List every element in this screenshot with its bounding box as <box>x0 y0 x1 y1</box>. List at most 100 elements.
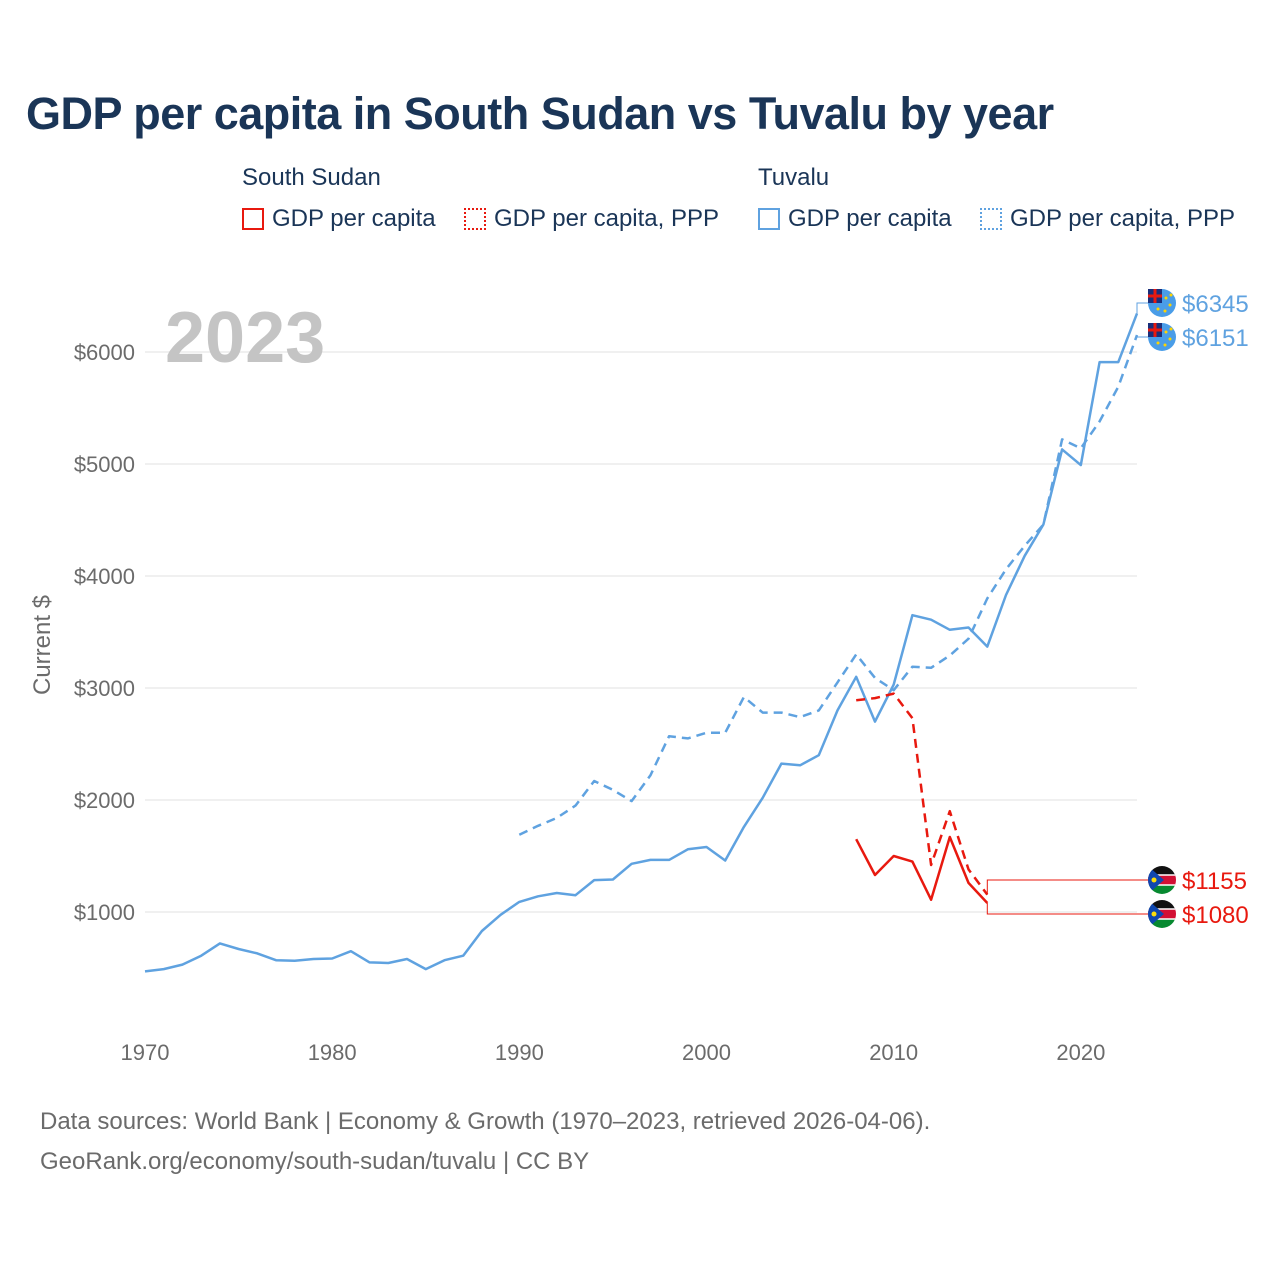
legend-swatch-dotted-blue <box>980 208 1002 230</box>
end-value-label: $1155 <box>1182 868 1247 895</box>
end-value-label: $1080 <box>1182 902 1249 929</box>
data-point <box>1115 359 1122 366</box>
data-point <box>1096 359 1103 366</box>
data-point <box>666 856 673 863</box>
data-point <box>478 928 485 935</box>
data-point <box>834 707 841 714</box>
data-point <box>628 860 635 867</box>
data-point <box>404 956 411 963</box>
data-point <box>965 866 972 873</box>
data-point <box>310 956 317 963</box>
data-point <box>740 693 747 700</box>
legend-tuvalu-gdp-ppp[interactable]: GDP per capita, PPP <box>980 205 1235 233</box>
series-line-tuvalu-solid <box>144 312 1139 973</box>
flag-star <box>1169 293 1173 297</box>
data-point <box>778 709 785 716</box>
data-point <box>946 833 953 840</box>
flag-star <box>1151 911 1157 917</box>
data-point <box>797 762 804 769</box>
data-point <box>871 872 878 879</box>
legend-south-sudan-gdp[interactable]: GDP per capita <box>242 205 436 233</box>
y-tick-label: $4000 <box>74 564 135 589</box>
data-point <box>460 952 467 959</box>
data-point <box>1021 552 1028 559</box>
leader-line <box>1136 302 1148 314</box>
data-point <box>273 957 280 964</box>
data-point <box>928 616 935 623</box>
south-sudan-flag-icon <box>1148 900 1176 928</box>
legend-south-sudan-gdp-ppp[interactable]: GDP per capita, PPP <box>464 205 719 233</box>
data-point <box>778 760 785 767</box>
footer-sources: Data sources: World Bank | Economy & Gro… <box>40 1108 931 1135</box>
south-sudan-flag-icon <box>1148 866 1176 894</box>
series-line-south-sudan-dashed <box>856 692 989 896</box>
flag-star <box>1169 327 1173 331</box>
data-point <box>928 896 935 903</box>
data-point <box>572 802 579 809</box>
data-point <box>291 957 298 964</box>
data-point <box>909 612 916 619</box>
flag-stripe-black <box>1148 900 1176 909</box>
chart-title: GDP per capita in South Sudan vs Tuvalu … <box>26 88 1054 139</box>
leader-line <box>986 879 1148 895</box>
data-point <box>385 959 392 966</box>
data-point <box>909 663 916 670</box>
data-point <box>1077 462 1084 469</box>
data-point <box>553 889 560 896</box>
flag-stripes <box>1148 866 1176 894</box>
data-point <box>965 624 972 631</box>
flag-star <box>1164 296 1168 300</box>
data-point <box>759 794 766 801</box>
data-point <box>1077 445 1084 452</box>
data-point <box>1059 436 1066 443</box>
data-point <box>984 643 991 650</box>
data-point <box>497 911 504 918</box>
y-tick-label: $3000 <box>74 676 135 701</box>
leader-line <box>986 903 1148 915</box>
data-point <box>1115 383 1122 390</box>
data-point <box>179 961 186 968</box>
data-point <box>422 966 429 973</box>
tuvalu-flag-icon <box>1148 289 1176 317</box>
data-point <box>871 718 878 725</box>
flag-star <box>1164 330 1168 334</box>
data-point <box>853 697 860 704</box>
y-tick-label: $5000 <box>74 452 135 477</box>
data-point <box>797 714 804 721</box>
data-point <box>928 861 935 868</box>
data-point <box>516 898 523 905</box>
flag-stripe-green <box>1148 885 1176 894</box>
data-point <box>834 679 841 686</box>
legend-swatch-solid-red <box>242 208 264 230</box>
data-point <box>366 959 373 966</box>
x-tick-label: 2000 <box>682 1040 731 1065</box>
data-point <box>1134 332 1141 339</box>
flag-star <box>1163 343 1167 347</box>
leader-line <box>1136 335 1148 338</box>
data-point <box>1059 446 1066 453</box>
legend-tuvalu-gdp[interactable]: GDP per capita <box>758 205 952 233</box>
legend-country-south-sudan: South Sudan <box>242 164 381 191</box>
data-point <box>684 846 691 853</box>
data-point <box>815 707 822 714</box>
data-point <box>1002 592 1009 599</box>
data-point <box>853 673 860 680</box>
data-point <box>591 877 598 884</box>
year-label: 2023 <box>165 298 325 378</box>
legend-label: GDP per capita, PPP <box>494 205 719 232</box>
x-tick-label: 1990 <box>495 1040 544 1065</box>
flag-stripes <box>1148 900 1176 928</box>
line-chart: $1000 $2000 $3000 $4000 $5000 $6000 1970 1980 19… <box>29 289 1249 1065</box>
data-point <box>853 836 860 843</box>
data-point <box>254 950 261 957</box>
y-tick-label: $2000 <box>74 788 135 813</box>
data-point <box>1096 418 1103 425</box>
data-point <box>628 798 635 805</box>
y-tick-label: $6000 <box>74 340 135 365</box>
data-point <box>722 857 729 864</box>
data-point <box>853 651 860 658</box>
data-point <box>609 876 616 883</box>
data-point <box>890 690 897 697</box>
data-point <box>984 595 991 602</box>
data-point <box>647 856 654 863</box>
